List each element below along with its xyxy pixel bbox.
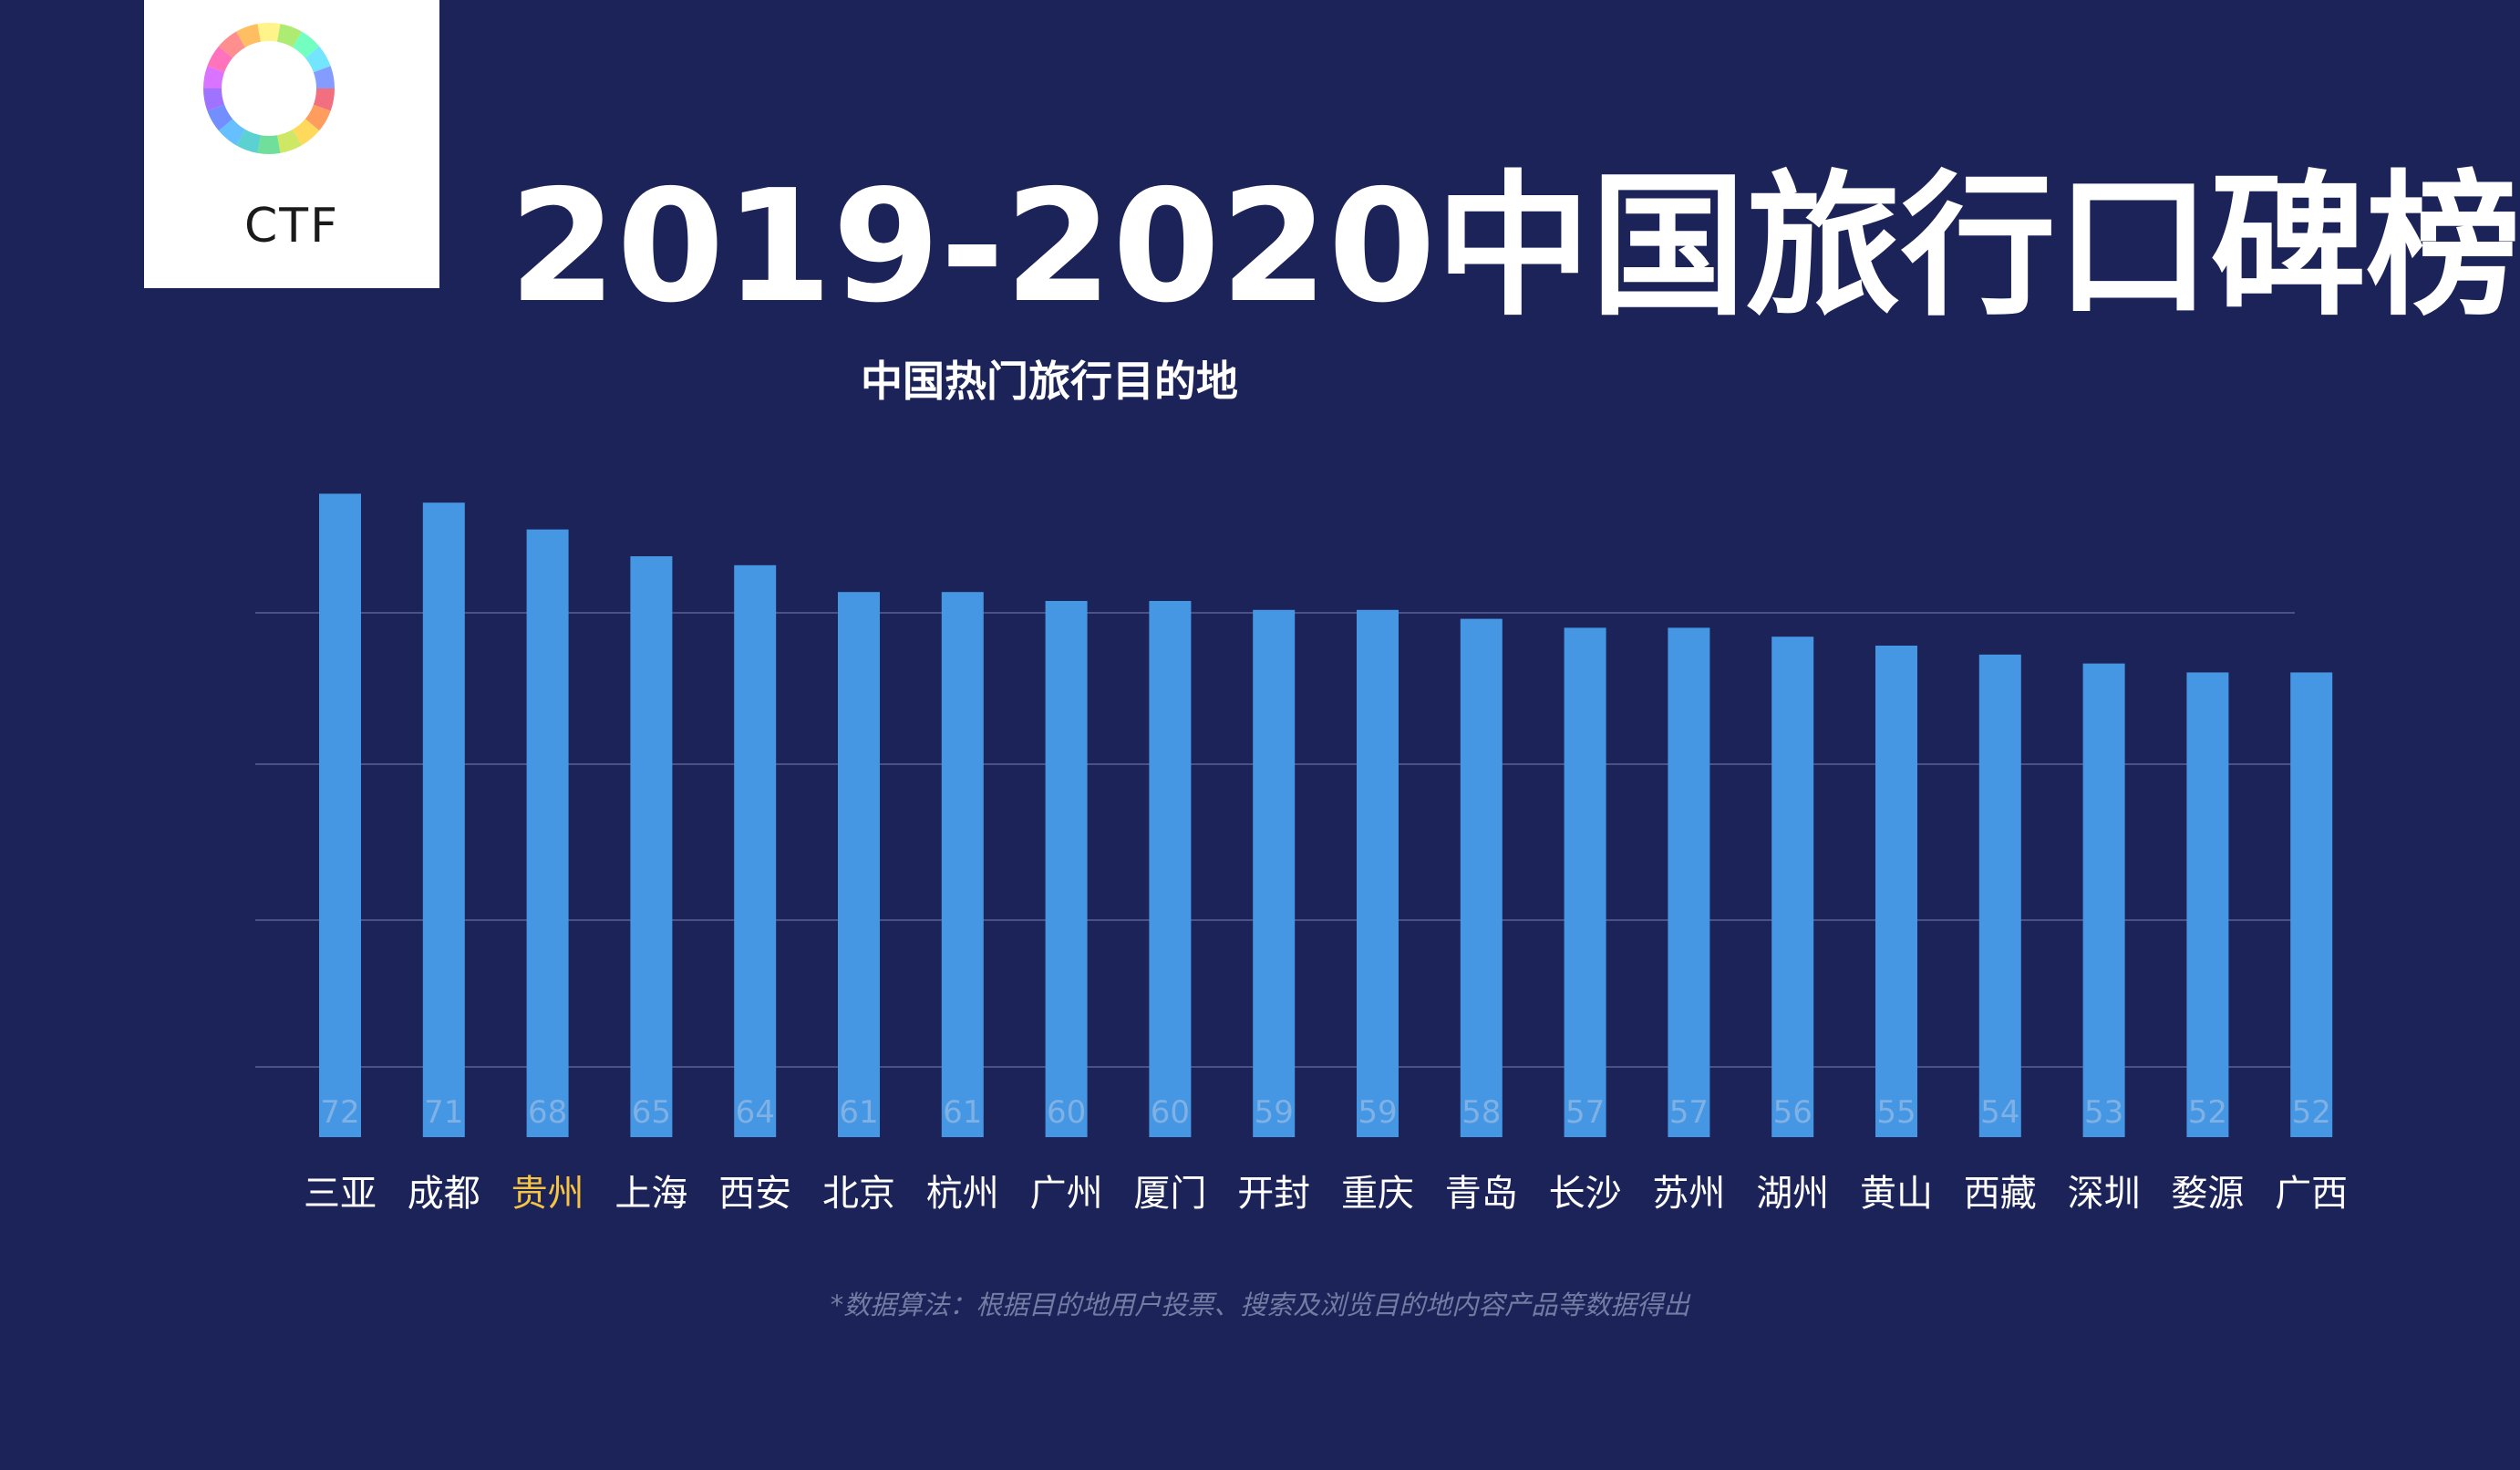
bar	[2082, 663, 2125, 1137]
value-label: 52	[2188, 1094, 2227, 1131]
bar	[1564, 627, 1606, 1137]
value-label: 54	[1980, 1094, 2019, 1131]
value-label: 68	[528, 1094, 567, 1131]
logo-ring-segment	[313, 66, 335, 88]
value-label: 60	[1047, 1094, 1086, 1131]
logo-ring-segment	[236, 129, 261, 153]
value-label: 72	[320, 1094, 359, 1131]
bar	[941, 592, 984, 1137]
logo-ring-segment	[277, 24, 302, 47]
bar	[1771, 637, 1814, 1137]
logo-ring-segment	[305, 104, 331, 131]
category-label: 广州	[1030, 1173, 1103, 1215]
category-label: 青岛	[1445, 1173, 1518, 1215]
category-label: 三亚	[304, 1173, 377, 1215]
logo-ring-segment	[203, 88, 225, 111]
bar	[630, 556, 673, 1137]
bar	[526, 529, 569, 1137]
value-label: 55	[1876, 1094, 1916, 1131]
logo-ring-segment	[207, 104, 233, 131]
logo-ring-segment	[257, 22, 281, 42]
category-label: 苏州	[1652, 1173, 1725, 1215]
value-label: 71	[424, 1094, 463, 1131]
value-label: 60	[1151, 1094, 1190, 1131]
logo-ring-segment	[293, 119, 320, 146]
category-label: 成都	[408, 1173, 480, 1215]
bar	[1668, 627, 1710, 1137]
category-label: 长沙	[1549, 1173, 1622, 1215]
category-label: 开封	[1237, 1173, 1310, 1215]
bar	[1253, 609, 1296, 1137]
bar	[734, 564, 777, 1137]
bar	[1460, 618, 1503, 1137]
logo-ring-segment	[277, 129, 302, 153]
logo-ring-segment	[257, 135, 281, 154]
chart-subtitle: 中国热门旅行目的地	[861, 357, 1238, 406]
value-label: 64	[736, 1094, 775, 1131]
bar	[422, 502, 465, 1137]
category-label: 广西	[2275, 1173, 2348, 1215]
category-label: 重庆	[1341, 1173, 1414, 1215]
bar	[319, 493, 361, 1137]
value-label: 59	[1358, 1094, 1397, 1131]
footnote: *数据算法：根据目的地用户投票、搜索及浏览目的地内容产品等数据得出	[830, 1289, 1690, 1320]
value-label: 58	[1461, 1094, 1501, 1131]
category-label: 北京	[822, 1173, 895, 1215]
value-label: 65	[632, 1094, 671, 1131]
category-label: 杭州	[926, 1173, 999, 1215]
logo-ring-segment	[218, 31, 245, 58]
category-label: 深圳	[2068, 1173, 2141, 1215]
bar	[1045, 601, 1088, 1137]
logo-ring-segment	[236, 24, 261, 47]
category-label: 黄山	[1860, 1173, 1933, 1215]
bar	[1357, 609, 1399, 1137]
logo-ring-segment	[207, 46, 233, 73]
category-label: 婺源	[2171, 1173, 2244, 1215]
logo-ring-segment	[293, 31, 320, 58]
bar	[1149, 601, 1192, 1137]
category-label: 西安	[718, 1173, 791, 1215]
bar	[1978, 654, 2021, 1137]
bar	[2186, 672, 2229, 1137]
category-label: 厦门	[1133, 1173, 1206, 1215]
logo-ring-icon	[203, 22, 335, 154]
logo-ring-segment	[218, 119, 245, 146]
value-label: 61	[943, 1094, 982, 1131]
value-label: 52	[2292, 1094, 2331, 1131]
logo-ring-segment	[305, 46, 331, 73]
value-label: 61	[839, 1094, 878, 1131]
category-label: 湖州	[1756, 1173, 1829, 1215]
bar	[838, 592, 880, 1137]
logo-ring-segment	[203, 66, 225, 88]
bar-chart: 72 三亚 71 成都 68 贵州 65 上海 64 西安 61 北京 61 杭州 60 广州 60 厦门 59 开封…	[255, 493, 2348, 1215]
category-label: 西藏	[1964, 1173, 2037, 1215]
value-label: 53	[2084, 1094, 2123, 1131]
value-label: 57	[1669, 1094, 1709, 1131]
category-label: 贵州	[511, 1173, 584, 1215]
value-label: 56	[1773, 1094, 1813, 1131]
category-label: 上海	[615, 1173, 687, 1215]
bar	[2290, 672, 2333, 1137]
value-label: 57	[1565, 1094, 1605, 1131]
value-label: 59	[1255, 1094, 1294, 1131]
page-title: 2019-2020中国旅行口碑榜	[509, 157, 2520, 337]
logo-text: CTF	[244, 199, 339, 254]
logo: CTF	[144, 0, 439, 288]
logo-ring-segment	[313, 88, 335, 111]
bar	[1875, 646, 1917, 1137]
